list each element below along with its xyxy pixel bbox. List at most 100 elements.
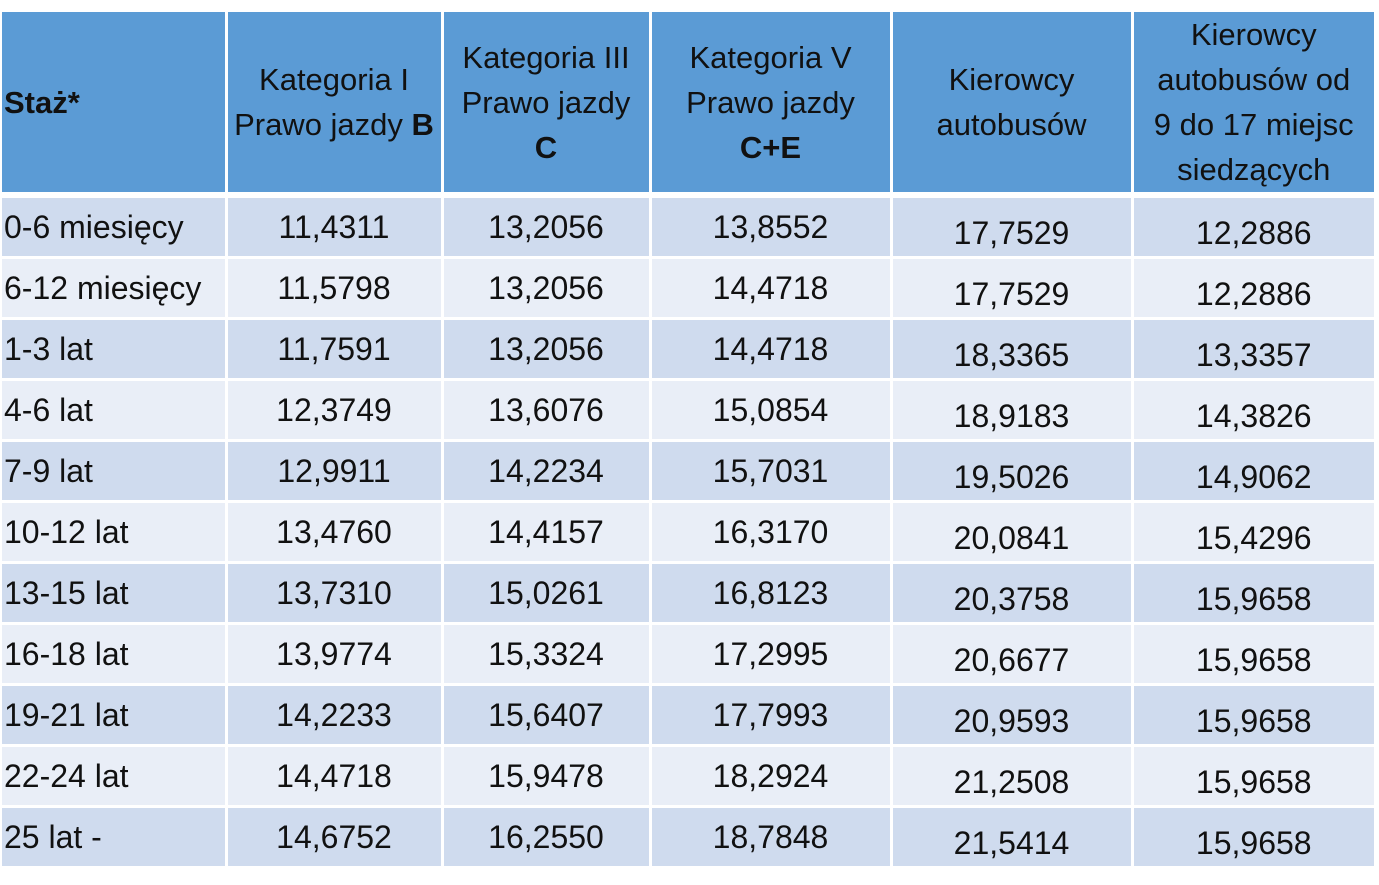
cell-category-5: 17,7993 — [650, 684, 893, 747]
cell-category-5: 17,2995 — [650, 623, 893, 686]
cell-staz: 13-15 lat — [2, 562, 228, 625]
cell-bus-drivers: 20,3758 — [891, 562, 1134, 625]
header-small-bus-line4: siedzących — [1177, 152, 1331, 187]
cell-category-5: 15,0854 — [650, 379, 893, 442]
cell-small-bus-drivers: 14,9062 — [1132, 440, 1374, 503]
cell-small-bus-drivers: 14,3826 — [1132, 379, 1374, 442]
rates-table-container: Staż* Kategoria I Prawo jazdy B Kategori… — [2, 12, 1374, 869]
header-staz-label: Staż* — [4, 84, 80, 120]
header-category-3-license-code: C — [534, 129, 558, 165]
cell-bus-drivers: 17,7529 — [891, 257, 1134, 320]
table-row: 13-15 lat 13,7310 15,0261 16,8123 20,3758 15,… — [2, 562, 1374, 625]
cell-small-bus-drivers: 13,3357 — [1132, 318, 1374, 381]
cell-staz: 7-9 lat — [2, 440, 228, 503]
table-row: 16-18 lat 13,9774 15,3324 17,2995 20,6677 15,… — [2, 623, 1374, 686]
table-row: 1-3 lat 11,7591 13,2056 14,4718 18,3365 13,33… — [2, 318, 1374, 381]
cell-category-3: 15,3324 — [442, 623, 652, 686]
cell-category-1: 11,7591 — [226, 318, 444, 381]
header-category-1-line2: Prawo jazdy B — [230, 102, 439, 147]
cell-small-bus-drivers: 15,9658 — [1132, 684, 1374, 747]
table-row: 22-24 lat 14,4718 15,9478 18,2924 21,2508 15,… — [2, 745, 1374, 808]
table-row: 4-6 lat 12,3749 13,6076 15,0854 18,9183 14,38… — [2, 379, 1374, 442]
cell-category-5: 16,3170 — [650, 501, 893, 564]
cell-staz: 4-6 lat — [2, 379, 228, 442]
table-row: 7-9 lat 12,9911 14,2234 15,7031 19,5026 14,90… — [2, 440, 1374, 503]
cell-category-3: 13,6076 — [442, 379, 652, 442]
header-category-1-license-code: B — [411, 107, 434, 142]
cell-category-3: 16,2550 — [442, 806, 652, 869]
cell-bus-drivers: 21,5414 — [891, 806, 1134, 869]
header-category-3-line3: C — [446, 125, 647, 170]
cell-staz: 25 lat - — [2, 806, 228, 869]
header-category-1-line1: Kategoria I — [259, 62, 409, 97]
header-small-bus-drivers: Kierowcy autobusów od 9 do 17 miejsc sie… — [1132, 12, 1374, 198]
cell-category-1: 13,7310 — [226, 562, 444, 625]
cell-staz: 6-12 miesięcy — [2, 257, 228, 320]
header-category-5-line3: C+E — [654, 125, 888, 170]
table-row: 19-21 lat 14,2233 15,6407 17,7993 20,9593 15,… — [2, 684, 1374, 747]
header-small-bus-line1: Kierowcy — [1190, 17, 1317, 52]
header-category-1: Kategoria I Prawo jazdy B — [226, 12, 444, 198]
cell-staz: 1-3 lat — [2, 318, 228, 381]
cell-staz: 22-24 lat — [2, 745, 228, 808]
header-small-bus-line2: autobusów od — [1157, 62, 1351, 97]
table-row: 10-12 lat 13,4760 14,4157 16,3170 20,0841 15,… — [2, 501, 1374, 564]
header-category-3-line2: Prawo jazdy — [461, 84, 631, 120]
cell-small-bus-drivers: 15,9658 — [1132, 806, 1374, 869]
cell-category-5: 14,4718 — [650, 257, 893, 320]
table-row: 0-6 miesięcy 11,4311 13,2056 13,8552 17,7529… — [2, 195, 1374, 259]
cell-small-bus-drivers: 15,9658 — [1132, 623, 1374, 686]
cell-bus-drivers: 17,7529 — [891, 195, 1134, 259]
header-bus-drivers-line1: Kierowcy — [948, 62, 1075, 97]
cell-category-3: 14,2234 — [442, 440, 652, 503]
cell-category-1: 14,2233 — [226, 684, 444, 747]
cell-category-3: 15,9478 — [442, 745, 652, 808]
cell-category-5: 14,4718 — [650, 318, 893, 381]
header-category-5-license-code: C+E — [739, 129, 802, 165]
cell-category-1: 12,9911 — [226, 440, 444, 503]
header-category-5-line1: Kategoria V — [689, 39, 852, 75]
cell-bus-drivers: 20,6677 — [891, 623, 1134, 686]
cell-bus-drivers: 18,3365 — [891, 318, 1134, 381]
header-bus-drivers: Kierowcy autobusów — [891, 12, 1134, 198]
cell-category-3: 15,6407 — [442, 684, 652, 747]
table-body: 0-6 miesięcy 11,4311 13,2056 13,8552 17,7529… — [2, 195, 1374, 869]
cell-category-1: 13,4760 — [226, 501, 444, 564]
cell-category-1: 14,4718 — [226, 745, 444, 808]
cell-category-5: 13,8552 — [650, 195, 893, 259]
cell-small-bus-drivers: 15,4296 — [1132, 501, 1374, 564]
cell-category-5: 15,7031 — [650, 440, 893, 503]
cell-small-bus-drivers: 15,9658 — [1132, 562, 1374, 625]
cell-category-3: 14,4157 — [442, 501, 652, 564]
cell-category-3: 15,0261 — [442, 562, 652, 625]
cell-small-bus-drivers: 15,9658 — [1132, 745, 1374, 808]
cell-category-1: 14,6752 — [226, 806, 444, 869]
cell-category-3: 13,2056 — [442, 318, 652, 381]
cell-small-bus-drivers: 12,2886 — [1132, 257, 1374, 320]
cell-category-1: 13,9774 — [226, 623, 444, 686]
header-category-5-line2: Prawo jazdy — [686, 84, 855, 120]
header-category-1-license-text: Prawo jazdy — [234, 107, 412, 142]
cell-category-3: 13,2056 — [442, 257, 652, 320]
cell-small-bus-drivers: 12,2886 — [1132, 195, 1374, 259]
cell-staz: 10-12 lat — [2, 501, 228, 564]
header-category-5: Kategoria V Prawo jazdy C+E — [650, 12, 893, 198]
header-staz: Staż* — [2, 12, 228, 198]
header-category-3: Kategoria III Prawo jazdy C — [442, 12, 652, 198]
header-category-3-line1: Kategoria III — [462, 39, 630, 75]
cell-category-5: 18,7848 — [650, 806, 893, 869]
header-bus-drivers-line2: autobusów — [936, 107, 1087, 142]
cell-category-1: 11,5798 — [226, 257, 444, 320]
cell-staz: 16-18 lat — [2, 623, 228, 686]
cell-bus-drivers: 18,9183 — [891, 379, 1134, 442]
cell-category-5: 16,8123 — [650, 562, 893, 625]
cell-bus-drivers: 21,2508 — [891, 745, 1134, 808]
cell-category-3: 13,2056 — [442, 195, 652, 259]
cell-category-1: 12,3749 — [226, 379, 444, 442]
cell-staz: 0-6 miesięcy — [2, 195, 228, 259]
cell-category-5: 18,2924 — [650, 745, 893, 808]
table-row: 6-12 miesięcy 11,5798 13,2056 14,4718 17,752… — [2, 257, 1374, 320]
header-small-bus-line3: 9 do 17 miejsc — [1153, 107, 1354, 142]
table-header-row: Staż* Kategoria I Prawo jazdy B Kategori… — [2, 12, 1374, 198]
cell-bus-drivers: 20,9593 — [891, 684, 1134, 747]
